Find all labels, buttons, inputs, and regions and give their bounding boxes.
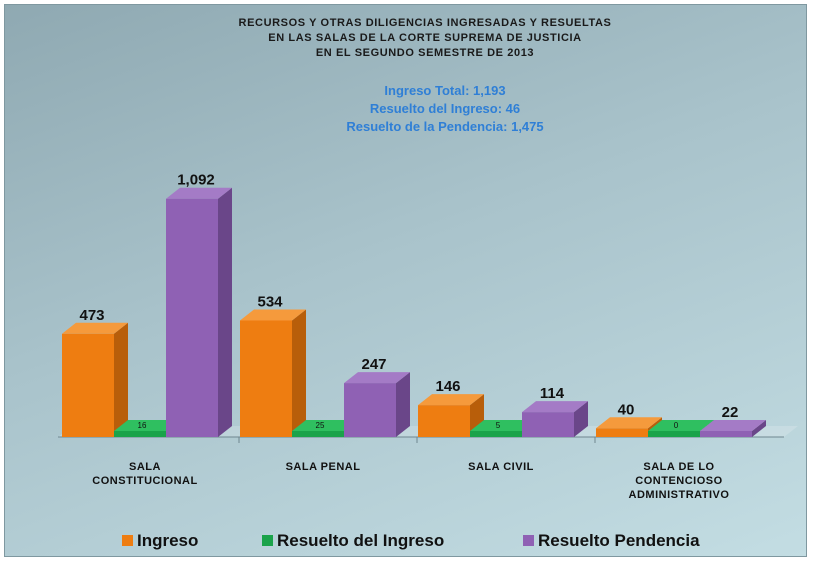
bar-top (648, 420, 714, 431)
data-label: 25 (316, 421, 325, 430)
chart-title-line: EN EL SEGUNDO SEMESTRE DE 2013 (316, 47, 534, 59)
chart-title-line: RECURSOS Y OTRAS DILIGENCIAS INGRESADAS … (239, 17, 612, 29)
bar-top (114, 420, 180, 431)
category-label: SALA PENAL (286, 461, 361, 473)
bar-side (574, 401, 588, 437)
chart-title-line: EN LAS SALAS DE LA CORTE SUPREMA DE JUST… (268, 32, 581, 44)
bar-top (700, 420, 766, 431)
legend-swatch (122, 535, 133, 546)
category-label: SALA (129, 461, 161, 473)
bar (470, 431, 522, 437)
data-label: 40 (618, 401, 635, 418)
category-label: SALA CIVIL (468, 461, 534, 473)
bar-top (470, 420, 536, 431)
data-label: 0 (674, 421, 679, 430)
bar-top (418, 394, 484, 406)
bar-top (344, 372, 410, 384)
legend-swatch (523, 535, 534, 546)
summary-line: Resuelto del Ingreso: 46 (370, 101, 520, 116)
bar-top (596, 417, 662, 429)
bar-top (240, 309, 306, 321)
summary-line: Resuelto de la Pendencia: 1,475 (346, 119, 543, 134)
data-label: 534 (257, 293, 283, 310)
data-label: 473 (79, 307, 104, 324)
bar (166, 198, 218, 437)
data-label: 114 (540, 385, 565, 402)
bar (700, 431, 752, 437)
legend-swatch (262, 535, 273, 546)
bar-side (292, 309, 306, 437)
data-label: 247 (361, 356, 386, 373)
bar-side (396, 372, 410, 437)
bar (114, 431, 166, 437)
bar (62, 333, 114, 437)
bar-side (218, 187, 232, 437)
category-label: CONSTITUCIONAL (92, 475, 197, 487)
bar (344, 383, 396, 437)
bar-top (62, 322, 128, 334)
bar (648, 431, 700, 437)
bar-side (114, 322, 128, 437)
bar (596, 428, 648, 437)
data-label: 146 (435, 378, 460, 395)
data-label: 16 (138, 421, 147, 430)
chart-frame (4, 4, 807, 557)
bar-top (292, 420, 358, 431)
summary-line: Ingreso Total: 1,193 (384, 83, 505, 98)
bar-top (166, 187, 232, 199)
data-label: 1,092 (177, 172, 215, 189)
legend-label: Ingreso (137, 531, 198, 550)
bar (292, 431, 344, 437)
category-label: CONTENCIOSO (635, 475, 722, 487)
category-label: ADMINISTRATIVO (629, 489, 730, 501)
data-label: 5 (496, 421, 501, 430)
legend-label: Resuelto del Ingreso (277, 531, 444, 550)
category-label: SALA DE LO (643, 461, 714, 473)
bar-top (522, 401, 588, 413)
bar (240, 320, 292, 437)
bar (522, 412, 574, 437)
bar (418, 405, 470, 437)
legend-label: Resuelto Pendencia (538, 531, 700, 550)
bar-side (752, 420, 766, 437)
data-label: 22 (722, 404, 739, 421)
